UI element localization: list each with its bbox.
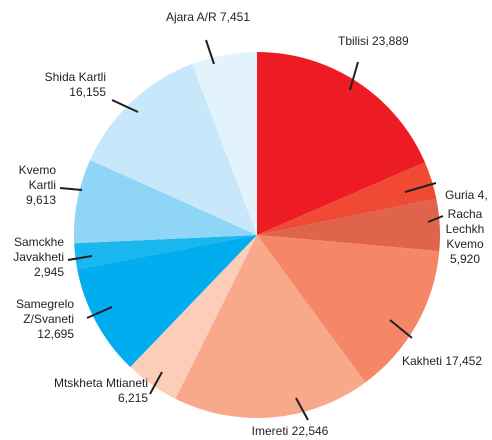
pie-slice <box>257 235 440 383</box>
slice-label: Tbilisi 23,889 <box>338 34 409 48</box>
leader-line <box>111 99 139 113</box>
slice-label: Shida Kartli <box>45 70 106 84</box>
slice-label: 16,155 <box>69 85 106 99</box>
slice-label: Mtskheta Mtianeti <box>54 376 148 390</box>
leader-line <box>205 39 215 65</box>
slice-label: 5,920 <box>450 252 480 266</box>
slice-label: Ajara A/R 7,451 <box>166 10 250 24</box>
pie-slice <box>175 235 366 418</box>
slice-label: Javakheti <box>13 250 64 264</box>
slice-label: Racha <box>448 207 483 221</box>
slice-label: Kvemo <box>446 237 484 251</box>
leader-line <box>389 319 413 339</box>
slice-label: Kakheti 17,452 <box>402 354 482 368</box>
pie-slice <box>130 235 257 399</box>
leader-line <box>149 371 163 395</box>
slice-label: Guria 4, <box>445 188 488 202</box>
pie-slice <box>90 63 258 235</box>
slice-label: Imereti 22,546 <box>252 424 329 438</box>
slice-label: 9,613 <box>26 193 56 207</box>
slice-label: 12,695 <box>37 327 74 341</box>
pie-slice <box>257 198 440 252</box>
slice-label: 2,945 <box>34 265 64 279</box>
pie-slice <box>257 162 437 235</box>
leader-line <box>86 306 113 319</box>
leader-line <box>404 182 437 193</box>
pie-slice <box>74 159 257 244</box>
pie-slice <box>77 235 257 367</box>
leader-line <box>349 61 359 91</box>
pie-slice <box>257 52 425 235</box>
slice-label: Samckhe <box>14 235 64 249</box>
slice-label: Lechkh <box>446 222 485 236</box>
leader-line <box>59 187 83 191</box>
slice-label: Samegrelo <box>16 297 74 311</box>
slice-label: 6,215 <box>118 391 148 405</box>
leader-line <box>67 255 93 261</box>
slice-label: Kvemo <box>19 163 57 177</box>
slice-label: Z/Svaneti <box>23 312 74 326</box>
slice-label: Kartli <box>29 178 56 192</box>
leader-line <box>427 215 444 223</box>
pie-slice <box>74 235 257 270</box>
leader-line <box>295 397 309 421</box>
pie-slice <box>192 52 257 235</box>
